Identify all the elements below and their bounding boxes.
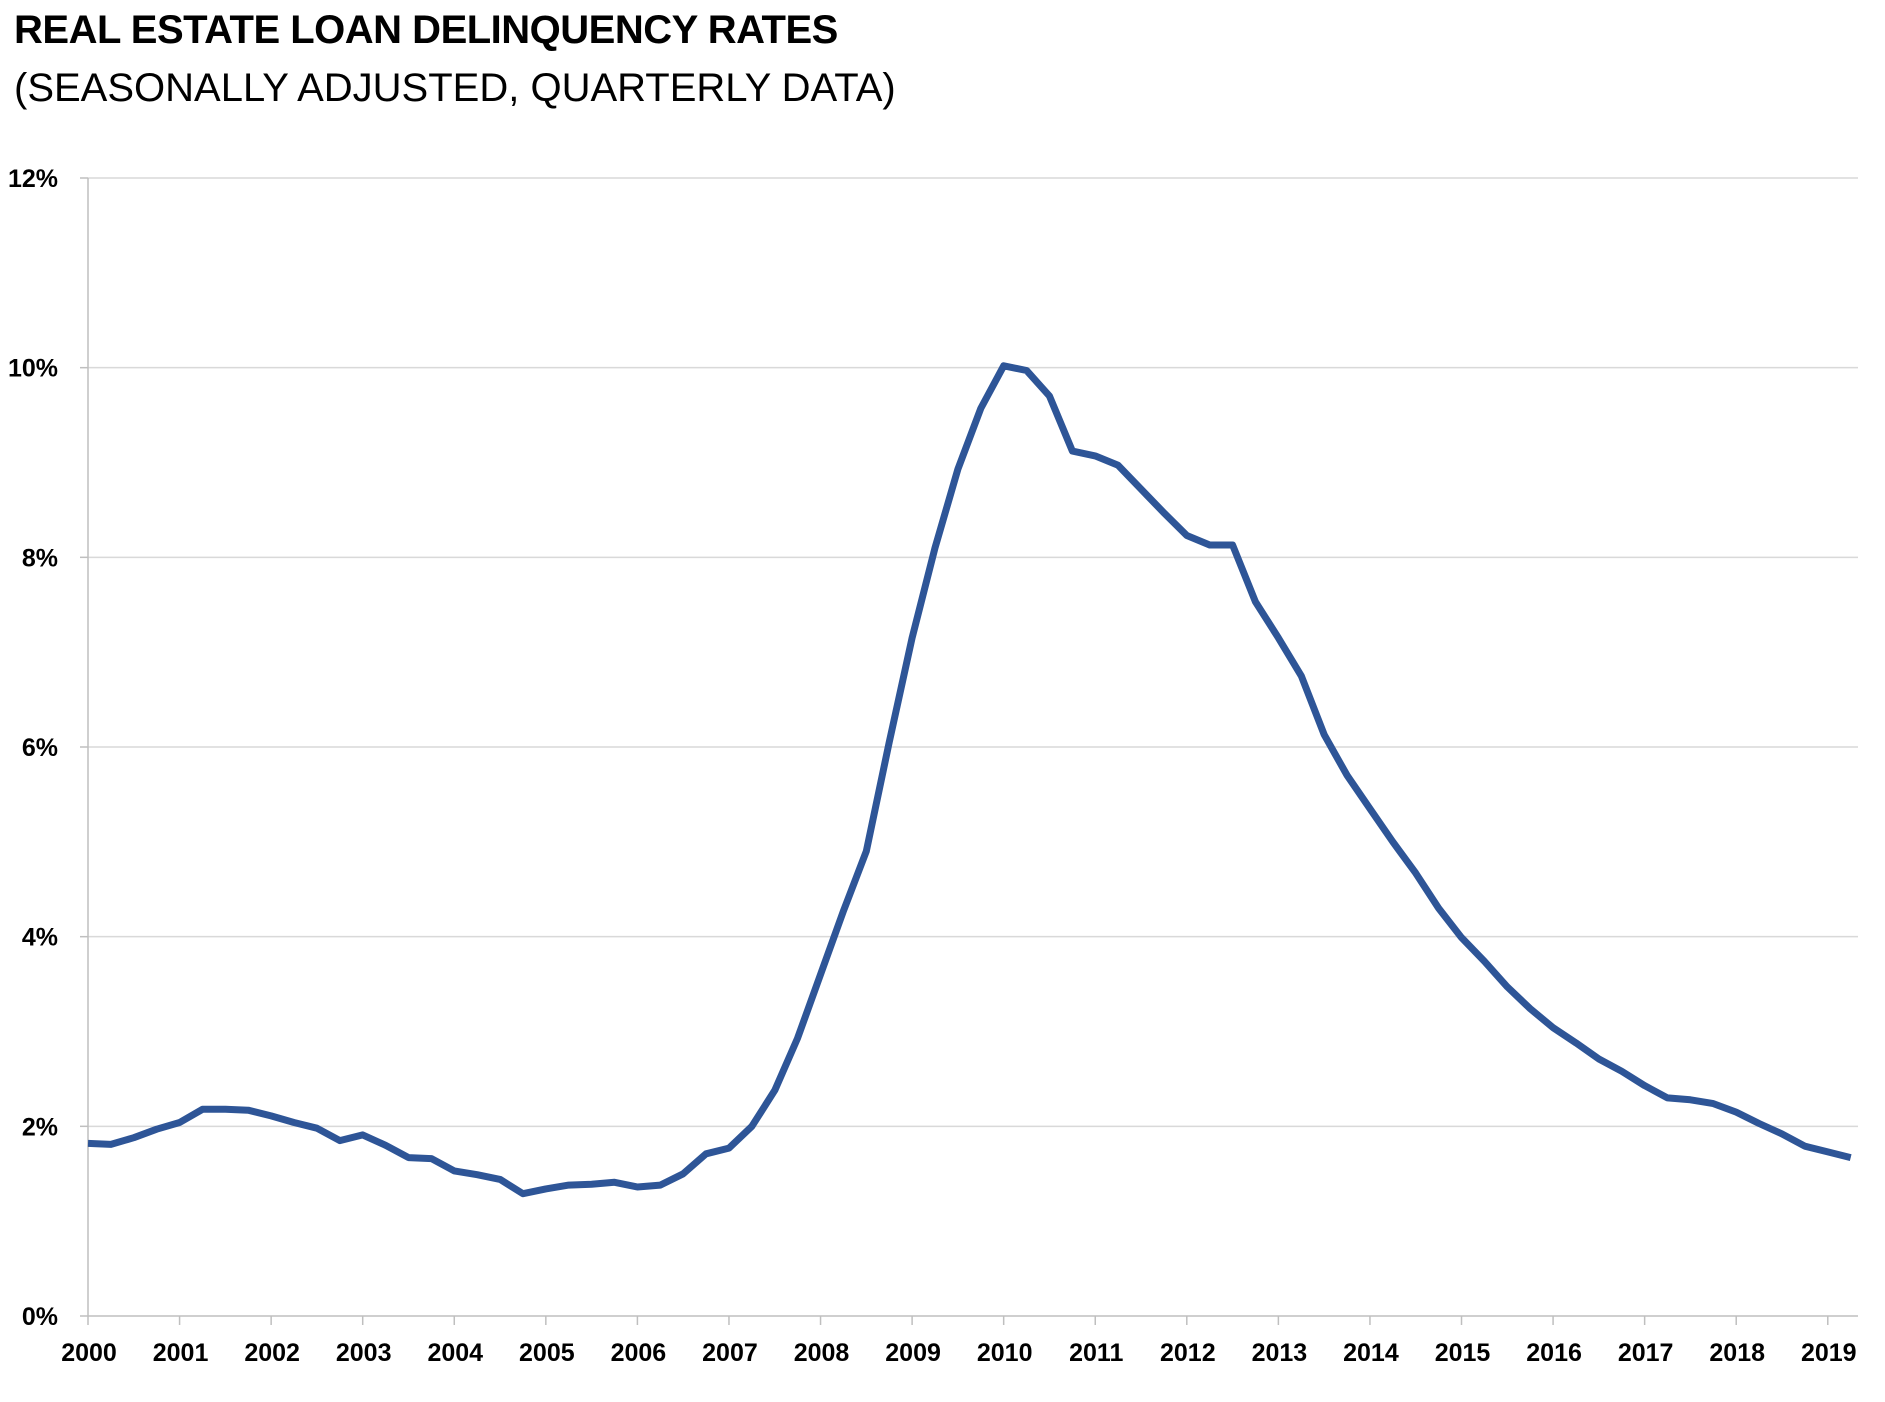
x-tick-label: 2000: [61, 1339, 117, 1367]
x-tick-label: 2007: [702, 1339, 758, 1367]
x-tick-label: 2006: [611, 1339, 667, 1367]
x-tick-label: 2019: [1801, 1339, 1857, 1367]
chart-subtitle: (SEASONALLY ADJUSTED, QUARTERLY DATA): [14, 66, 896, 110]
y-tick-label: 6%: [22, 734, 58, 762]
x-tick-label: 2013: [1252, 1339, 1308, 1367]
y-tick-label: 10%: [8, 355, 58, 383]
y-tick-label: 4%: [22, 924, 58, 952]
y-tick-label: 2%: [22, 1113, 58, 1141]
x-tick-label: 2017: [1618, 1339, 1674, 1367]
gridlines: [88, 177, 1858, 1128]
x-tick-label: 2016: [1526, 1339, 1582, 1367]
x-tick-label: 2001: [153, 1339, 209, 1367]
axes: [80, 177, 1858, 1325]
x-tick-label: 2009: [885, 1339, 941, 1367]
x-tick-label: 2014: [1343, 1339, 1399, 1367]
x-tick-label: 2012: [1160, 1339, 1216, 1367]
y-tick-label: 8%: [22, 544, 58, 572]
x-tick-label: 2005: [519, 1339, 575, 1367]
y-tick-label: 12%: [8, 165, 58, 193]
x-tick-label: 2004: [427, 1339, 483, 1367]
x-tick-label: 2018: [1709, 1339, 1765, 1367]
x-tick-label: 2015: [1435, 1339, 1491, 1367]
series-line-0: [87, 362, 1852, 1198]
series-layer: [87, 362, 1852, 1198]
x-tick-label: 2002: [244, 1339, 300, 1367]
y-tick-label: 0%: [22, 1303, 58, 1331]
chart-title: REAL ESTATE LOAN DELINQUENCY RATES: [14, 8, 838, 52]
x-tick-label: 2003: [336, 1339, 392, 1367]
tick-labels: 0% 2% 4% 6% 8% 10% 12% 2000 2001 2002 2003 2004 2005…: [8, 165, 1857, 1367]
x-tick-label: 2011: [1069, 1339, 1123, 1367]
x-tick-label: 2008: [794, 1339, 850, 1367]
x-tick-label: 2010: [977, 1339, 1033, 1367]
